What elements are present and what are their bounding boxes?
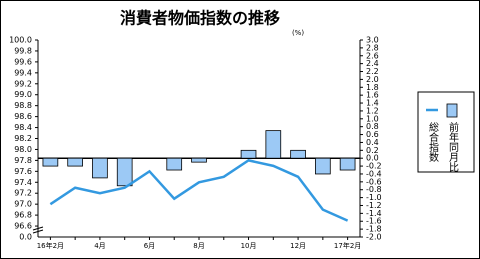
y-tick-label: 100.0 xyxy=(9,36,32,45)
y2-tick-label: -0.2 xyxy=(366,162,382,171)
y-tick-label: 97.0 xyxy=(14,200,32,209)
bar xyxy=(339,157,356,171)
y2-tick-label: 0.8 xyxy=(366,122,379,131)
y2-tick-label: 2.6 xyxy=(366,51,379,60)
y2-tick-label: 0.0 xyxy=(366,154,379,163)
y-tick-label: 98.8 xyxy=(14,101,32,110)
y2-tick-label: 1.8 xyxy=(366,83,379,92)
y-tick-label: 98.2 xyxy=(14,134,32,143)
y2-tick-label: 1.4 xyxy=(366,99,379,108)
bar xyxy=(116,157,133,187)
y-tick-label: 98.4 xyxy=(14,123,32,132)
y2-tick-label: -2.0 xyxy=(366,233,382,242)
y2-tick-label: -0.6 xyxy=(366,177,382,186)
bar xyxy=(240,149,257,159)
y-tick-label: 99.8 xyxy=(14,46,32,55)
y2-tick-label: 1.6 xyxy=(366,91,379,100)
y-tick-label: 99.6 xyxy=(14,57,32,66)
y2-tick-label: -1.2 xyxy=(366,201,382,210)
y2-tick-label: -1.6 xyxy=(366,217,382,226)
x-tick-label: 10月 xyxy=(241,242,257,250)
y-tick-label: 97.8 xyxy=(14,156,32,165)
legend-label: 前年同月比 xyxy=(447,121,459,172)
y2-tick-label: 2.2 xyxy=(366,67,379,76)
y2-tick-label: 3.0 xyxy=(366,36,379,45)
x-tick-label: 4月 xyxy=(94,242,105,250)
y2-tick-label: 1.0 xyxy=(366,114,379,123)
legend-swatch xyxy=(446,103,458,118)
y-tick-label: 96.8 xyxy=(14,211,32,220)
bar xyxy=(92,157,108,179)
y-tick-label: 98.0 xyxy=(14,145,32,154)
y2-tick-label: -1.0 xyxy=(366,193,382,202)
bar xyxy=(191,157,207,163)
line xyxy=(49,159,349,222)
bar xyxy=(265,130,282,159)
chart-title: 消費者物価指数の推移 xyxy=(120,9,280,28)
y2-tick-label: 0.2 xyxy=(366,146,379,155)
y2-tick-label: -0.8 xyxy=(366,185,382,194)
y-tick-label: 99.0 xyxy=(14,90,32,99)
y2-tick-label: -1.4 xyxy=(366,209,382,218)
y2-tick-label: 1.2 xyxy=(366,106,379,115)
bar xyxy=(67,157,83,167)
unit-label: (%) xyxy=(292,29,304,37)
bar xyxy=(42,157,59,167)
bar xyxy=(315,157,331,175)
y2-tick-label: 2.4 xyxy=(366,59,379,68)
y2-tick-label: -0.4 xyxy=(366,169,382,178)
x-tick-label: 17年2月 xyxy=(334,241,361,250)
axis-break-label: 0.0 xyxy=(19,233,32,242)
x-tick-label: 16年2月 xyxy=(37,241,64,250)
axis-break xyxy=(32,226,44,234)
y2-tick-label: 0.4 xyxy=(366,138,379,147)
y-tick-label: 98.6 xyxy=(14,112,32,121)
x-tick-label: 12月 xyxy=(290,242,306,250)
y2-tick-label: 2.8 xyxy=(366,43,379,52)
legend-label: 総合指数 xyxy=(427,121,439,163)
bar xyxy=(290,149,306,159)
y2-tick-label: 0.6 xyxy=(366,130,379,139)
y2-tick-label: -1.8 xyxy=(366,225,382,234)
y-tick-label: 96.6 xyxy=(14,222,32,231)
bar xyxy=(166,157,183,171)
y-tick-label: 99.2 xyxy=(14,79,32,88)
y-tick-label: 99.4 xyxy=(14,68,32,77)
y-tick-label: 97.4 xyxy=(14,178,32,187)
y2-tick-label: 2.0 xyxy=(366,75,379,84)
y-tick-label: 97.2 xyxy=(14,189,32,198)
legend xyxy=(417,91,475,173)
x-tick-label: 8月 xyxy=(193,242,204,250)
x-tick-label: 6月 xyxy=(144,242,155,250)
y-tick-label: 97.6 xyxy=(14,167,32,176)
